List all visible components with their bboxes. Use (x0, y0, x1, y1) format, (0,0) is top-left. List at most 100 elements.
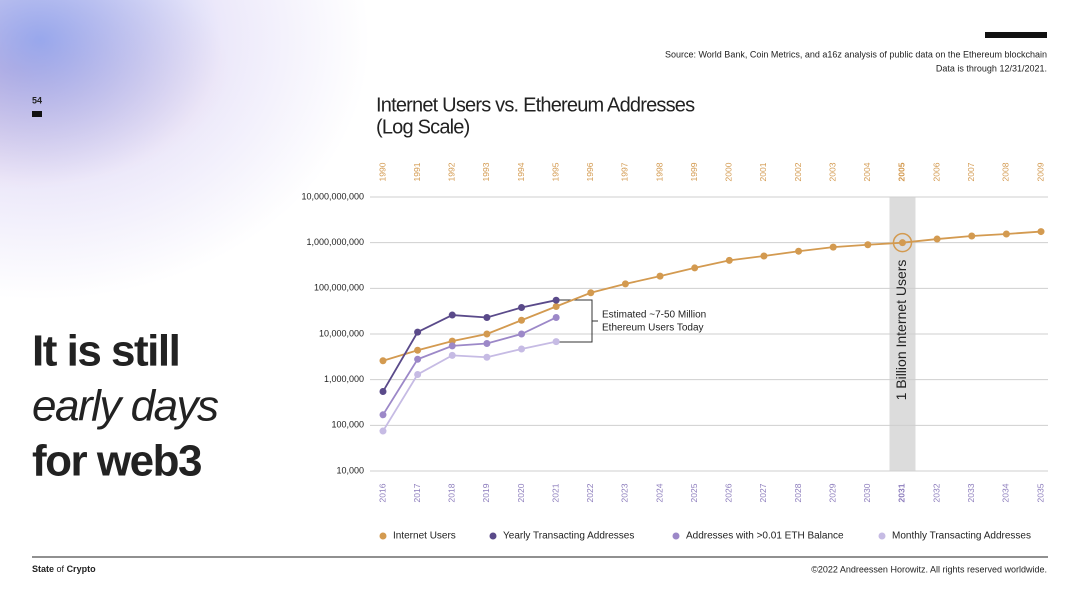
data-point (483, 313, 491, 321)
legend-marker (379, 532, 387, 540)
y-tick-label: 1,000,000,000 (306, 237, 364, 247)
x2-tick-label: 1991 (412, 162, 422, 181)
data-point (483, 353, 491, 361)
annotation: 1 Billion Internet Users (893, 260, 909, 401)
data-point (760, 252, 768, 260)
annotation: Estimated ~7-50 Million (602, 310, 706, 321)
data-point (414, 370, 422, 378)
x-tick-label: 2031 (897, 483, 907, 502)
x-tick-label: 2033 (966, 483, 976, 502)
data-point (379, 427, 387, 435)
data-point (829, 243, 837, 251)
data-point (448, 342, 456, 350)
data-point (414, 328, 422, 336)
series-line (382, 299, 557, 392)
headline: It is still (32, 327, 179, 376)
x-tick-label: 2017 (412, 483, 422, 502)
x-tick-label: 2032 (931, 483, 941, 502)
data-point (448, 337, 456, 345)
data-point (656, 272, 664, 280)
x2-tick-label: 1990 (377, 162, 387, 181)
x-tick-label: 2034 (1001, 483, 1011, 502)
data-point (448, 351, 456, 359)
y-tick-label: 1,000,000 (324, 374, 364, 384)
x2-tick-label: 1994 (516, 162, 526, 181)
legend-label: Monthly Transacting Addresses (892, 531, 1031, 542)
x2-tick-label: 2006 (931, 162, 941, 181)
legend-label: Addresses with >0.01 ETH Balance (686, 531, 844, 542)
x-tick-label: 2030 (862, 483, 872, 502)
x-tick-label: 2022 (585, 483, 595, 502)
x-tick-label: 2028 (793, 483, 803, 502)
copyright: ©2022 Andreessen Horowitz. All rights re… (811, 564, 1047, 574)
y-tick-label: 10,000,000,000 (301, 191, 364, 201)
x-tick-label: 2020 (516, 483, 526, 502)
x2-tick-label: 1997 (620, 162, 630, 181)
x2-tick-label: 1995 (550, 162, 560, 181)
data-point (518, 345, 526, 353)
y-tick-label: 10,000,000 (319, 328, 364, 338)
y-tick-label: 10,000 (336, 465, 364, 475)
source: Data is through 12/31/2021. (936, 63, 1047, 73)
headline: early days (32, 382, 219, 431)
data-point (552, 296, 560, 304)
x-tick-label: 2026 (724, 483, 734, 502)
highlight-ring (892, 232, 913, 253)
x2-tick-label: 2004 (862, 162, 872, 181)
data-point (621, 280, 629, 288)
legend-label: Internet Users (393, 531, 456, 542)
headline: for web3 (32, 437, 201, 486)
data-point (968, 232, 976, 240)
source: Source: World Bank, Coin Metrics, and a1… (665, 49, 1047, 59)
annotation: Ethereum Users Today (602, 323, 704, 334)
data-point (552, 303, 560, 311)
x2-tick-label: 2005 (897, 162, 907, 181)
data-point (379, 357, 387, 365)
data-point (552, 338, 560, 346)
accent-bar (985, 32, 1047, 38)
x-tick-label: 2018 (447, 483, 457, 502)
x-tick-label: 2025 (689, 483, 699, 502)
x2-tick-label: 2008 (1001, 162, 1011, 181)
data-point (518, 316, 526, 324)
data-point (725, 256, 733, 264)
data-point (483, 339, 491, 347)
legend-marker (489, 532, 497, 540)
footer-brand: State of Crypto (32, 564, 96, 574)
data-point (518, 304, 526, 312)
x2-tick-label: 2003 (827, 162, 837, 181)
data-point (414, 355, 422, 363)
x-tick-label: 2019 (481, 483, 491, 502)
x-tick-label: 2035 (1035, 483, 1045, 502)
x2-tick-label: 2000 (724, 162, 734, 181)
x2-tick-label: 2009 (1035, 162, 1045, 181)
series-line (382, 230, 1042, 362)
x-tick-label: 2021 (550, 483, 560, 502)
chart-title: Internet Users vs. Ethereum Addresses (376, 94, 695, 116)
x2-tick-label: 1992 (447, 162, 457, 181)
series-line (382, 340, 557, 432)
data-point (518, 330, 526, 338)
x2-tick-label: 1993 (481, 162, 491, 181)
series-line (382, 316, 557, 416)
data-point (448, 311, 456, 319)
data-point (795, 247, 803, 255)
legend-marker (672, 532, 680, 540)
data-point (1037, 228, 1045, 236)
data-point (379, 388, 387, 396)
chart-title: (Log Scale) (376, 116, 470, 138)
data-point (933, 235, 941, 243)
x-tick-label: 2023 (620, 483, 630, 502)
x2-tick-label: 2002 (793, 162, 803, 181)
x2-tick-label: 2001 (758, 162, 768, 181)
legend-label: Yearly Transacting Addresses (503, 531, 634, 542)
x-tick-label: 2016 (377, 483, 387, 502)
bracket (556, 299, 598, 343)
data-point (864, 241, 872, 249)
x2-tick-label: 1999 (689, 162, 699, 181)
data-point (587, 289, 595, 297)
x-tick-label: 2029 (827, 483, 837, 502)
x2-tick-label: 2007 (966, 162, 976, 181)
y-tick-label: 100,000 (331, 420, 364, 430)
